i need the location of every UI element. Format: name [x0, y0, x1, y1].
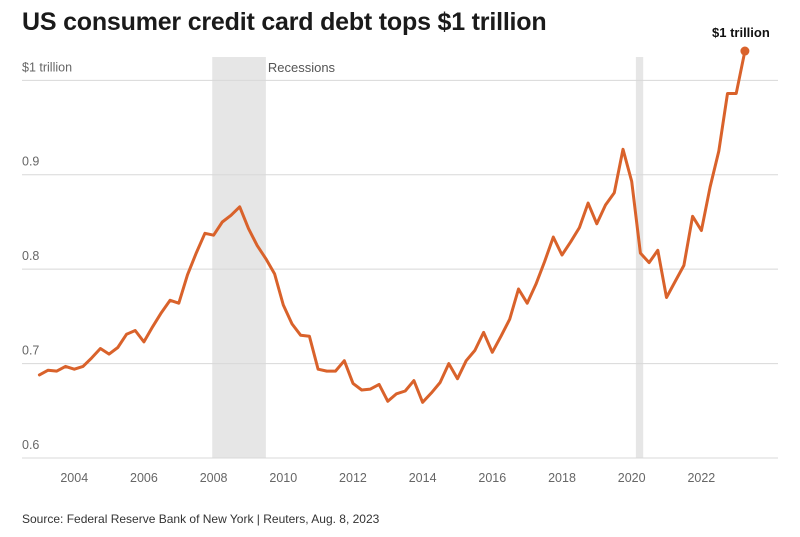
chart-title: US consumer credit card debt tops $1 tri… [22, 8, 547, 36]
recession-band-1 [212, 57, 266, 458]
y-tick-label: 0.8 [22, 249, 39, 263]
x-tick-label: 2008 [200, 471, 228, 485]
x-tick-label: 2020 [618, 471, 646, 485]
x-axis-ticks: 2004 2006 2008 2010 2012 2014 2016 2018 2020 2022 [60, 471, 715, 485]
series-line [37, 46, 750, 404]
source-note: Source: Federal Reserve Bank of New York… [22, 512, 380, 526]
x-tick-label: 2010 [269, 471, 297, 485]
y-tick-label: 0.6 [22, 438, 39, 452]
series-line-1 [37, 49, 747, 404]
recession-band-2 [635, 57, 644, 458]
x-tick-label: 2018 [548, 471, 576, 485]
recession-bands [212, 57, 644, 458]
annotations: Recessions $1 trillion [268, 25, 770, 75]
y-axis-ticks: 0.6 0.7 0.8 0.9 $1 trillion [22, 60, 72, 452]
x-tick-label: 2014 [409, 471, 437, 485]
y-tick-label: $1 trillion [22, 60, 72, 74]
gridlines [22, 79, 778, 459]
x-tick-label: 2004 [60, 471, 88, 485]
x-tick-label: 2006 [130, 471, 158, 485]
x-tick-label: 2022 [687, 471, 715, 485]
y-tick-label: 0.7 [22, 344, 39, 358]
endpoint-marker [740, 46, 750, 56]
x-tick-label: 2016 [478, 471, 506, 485]
endpoint-label: $1 trillion [712, 25, 770, 40]
x-tick-label: 2012 [339, 471, 367, 485]
y-tick-label: 0.9 [22, 155, 39, 169]
recessions-label: Recessions [268, 60, 336, 75]
